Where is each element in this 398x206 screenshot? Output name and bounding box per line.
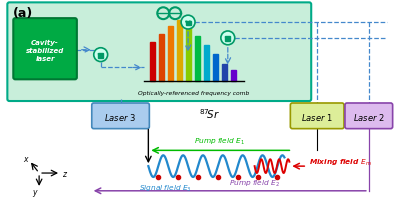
- Text: Optically-referenced frequency comb: Optically-referenced frequency comb: [139, 91, 250, 96]
- Bar: [168, 27, 173, 82]
- Text: $\it{Laser}\ 2$: $\it{Laser}\ 2$: [353, 112, 385, 123]
- FancyBboxPatch shape: [92, 103, 149, 129]
- Circle shape: [181, 16, 195, 30]
- Text: Mixing field $E_m$: Mixing field $E_m$: [309, 157, 372, 167]
- Bar: [225, 37, 230, 42]
- Text: $x$: $x$: [23, 154, 29, 163]
- Bar: [204, 46, 209, 82]
- Bar: [222, 64, 227, 82]
- Text: $\it{Laser}\ 1$: $\it{Laser}\ 1$: [301, 112, 333, 123]
- Text: Cavity-
stabilized
laser: Cavity- stabilized laser: [26, 40, 64, 61]
- Bar: [98, 54, 103, 58]
- Bar: [159, 35, 164, 82]
- Text: $y$: $y$: [32, 187, 39, 198]
- Text: Signal field $E_3$: Signal field $E_3$: [139, 183, 191, 193]
- FancyBboxPatch shape: [345, 103, 393, 129]
- Text: Pump field $E_2$: Pump field $E_2$: [229, 178, 280, 188]
- Bar: [177, 21, 182, 82]
- Bar: [213, 54, 218, 82]
- Bar: [186, 29, 191, 82]
- Bar: [231, 71, 236, 82]
- Bar: [195, 37, 200, 82]
- Circle shape: [221, 32, 235, 46]
- Text: $z$: $z$: [62, 169, 68, 178]
- FancyBboxPatch shape: [291, 103, 344, 129]
- Text: $\it{Laser}\ 3$: $\it{Laser}\ 3$: [105, 112, 137, 123]
- FancyBboxPatch shape: [13, 19, 77, 80]
- Bar: [185, 21, 191, 26]
- FancyBboxPatch shape: [7, 3, 311, 102]
- Text: $^{87}\!Sr$: $^{87}\!Sr$: [199, 107, 220, 120]
- Circle shape: [94, 48, 107, 62]
- Bar: [150, 43, 155, 82]
- Text: (a): (a): [13, 7, 33, 20]
- Text: Pump field $E_1$: Pump field $E_1$: [194, 137, 246, 147]
